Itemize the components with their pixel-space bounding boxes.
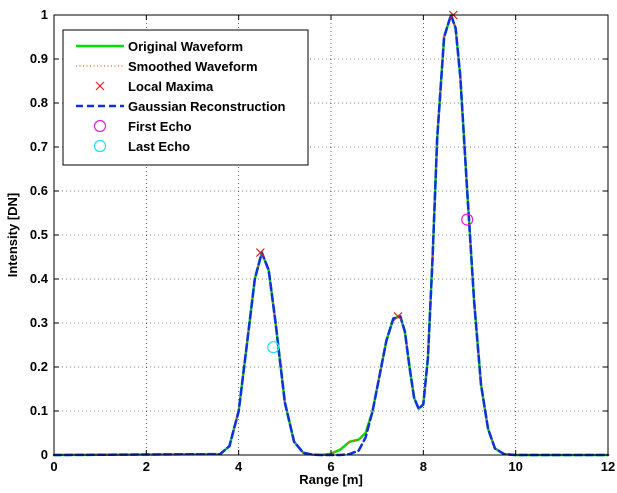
y-tick-label: 0.2 bbox=[30, 359, 48, 374]
y-tick-label: 1 bbox=[41, 7, 48, 22]
y-tick-label: 0.7 bbox=[30, 139, 48, 154]
series-line-gaussian-reconstruction bbox=[52, 13, 610, 457]
legend-symbol-local-maxima bbox=[95, 81, 105, 91]
x-tick-label: 10 bbox=[508, 459, 522, 474]
legend-symbol-last-echo bbox=[93, 139, 107, 153]
legend-label-gaussian-reconstruction: Gaussian Reconstruction bbox=[128, 99, 286, 114]
legend-label-first-echo: First Echo bbox=[128, 119, 192, 134]
y-tick-label: 0.5 bbox=[30, 227, 48, 242]
legend-symbol-first-echo bbox=[93, 119, 107, 133]
x-tick-label: 12 bbox=[601, 459, 615, 474]
legend-label-last-echo: Last Echo bbox=[128, 139, 190, 154]
marker-first-echo bbox=[461, 213, 474, 226]
y-tick-label: 0.8 bbox=[30, 95, 48, 110]
x-axis-label: Range [m] bbox=[299, 472, 363, 487]
marker-last-echo bbox=[267, 341, 280, 354]
y-tick-label: 0.6 bbox=[30, 183, 48, 198]
x-tick-label: 6 bbox=[327, 459, 334, 474]
legend-label-original-waveform: Original Waveform bbox=[128, 39, 243, 54]
y-tick-label: 0.3 bbox=[30, 315, 48, 330]
marker-local-maxima bbox=[393, 311, 403, 321]
x-tick-label: 2 bbox=[143, 459, 150, 474]
y-tick-label: 0.1 bbox=[30, 403, 48, 418]
y-tick-label: 0.9 bbox=[30, 51, 48, 66]
y-axis-ticks: 0 0.1 0.2 0.3 0.4 0.5 0.6 0.7 0.8 0.9 1 bbox=[30, 7, 608, 462]
y-axis-label: Intensity [DN] bbox=[5, 193, 20, 278]
legend-label-smoothed-waveform: Smoothed Waveform bbox=[128, 59, 258, 74]
series-layer bbox=[52, 13, 610, 457]
marker-local-maxima bbox=[255, 248, 265, 258]
x-tick-label: 0 bbox=[50, 459, 57, 474]
legend-label-local-maxima: Local Maxima bbox=[128, 79, 214, 94]
y-tick-label: 0.4 bbox=[30, 271, 49, 286]
legend: Original Waveform Smoothed Waveform Local … bbox=[62, 29, 309, 166]
x-tick-label: 8 bbox=[420, 459, 427, 474]
x-axis-ticks: 0 2 4 6 8 10 12 bbox=[50, 15, 615, 474]
y-tick-label: 0 bbox=[41, 447, 48, 462]
x-tick-label: 4 bbox=[235, 459, 243, 474]
marker-layer bbox=[255, 10, 474, 354]
